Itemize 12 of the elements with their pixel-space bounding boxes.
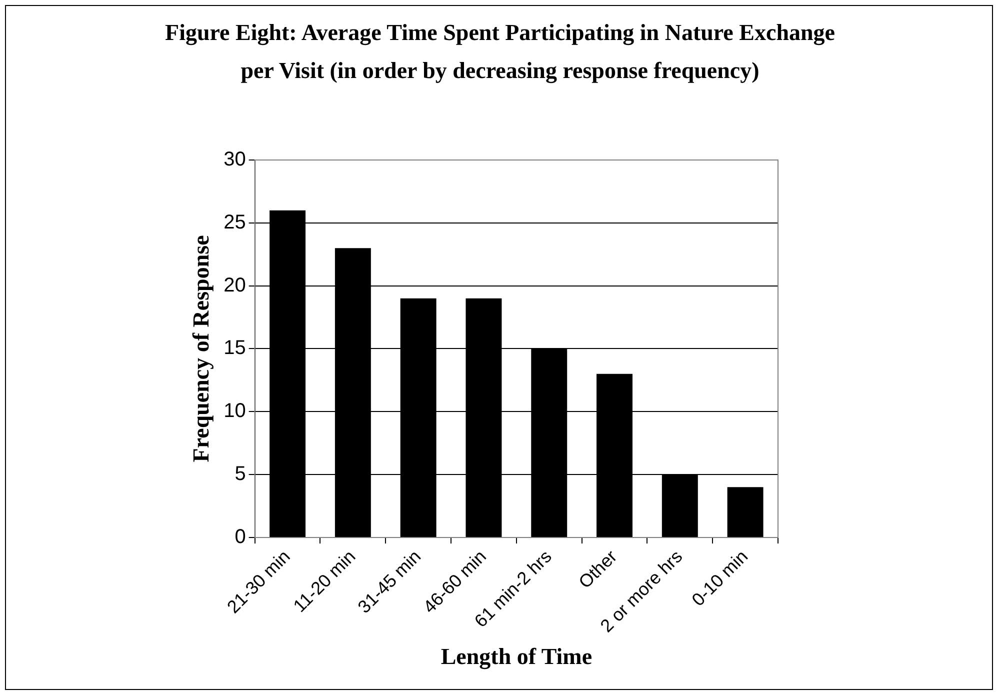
y-tick-label: 30: [224, 148, 246, 171]
y-tick-label: 5: [234, 463, 246, 486]
y-tick-label: 15: [224, 337, 246, 360]
y-tick-label: 0: [234, 526, 246, 548]
x-axis-title: Length of Time: [440, 644, 592, 670]
y-tick-label: 20: [224, 274, 246, 296]
x-tick-label: 0-10 min: [688, 546, 752, 610]
y-tick-label: 10: [224, 400, 246, 422]
y-tick-label: 25: [224, 211, 246, 234]
bar: [727, 487, 764, 537]
y-axis-title: Frequency of Response: [188, 235, 214, 462]
chart-title: Figure Eight: Average Time Spent Participating in Nature Exchange per Visit (in order by decreasing response frequency): [164, 19, 836, 86]
